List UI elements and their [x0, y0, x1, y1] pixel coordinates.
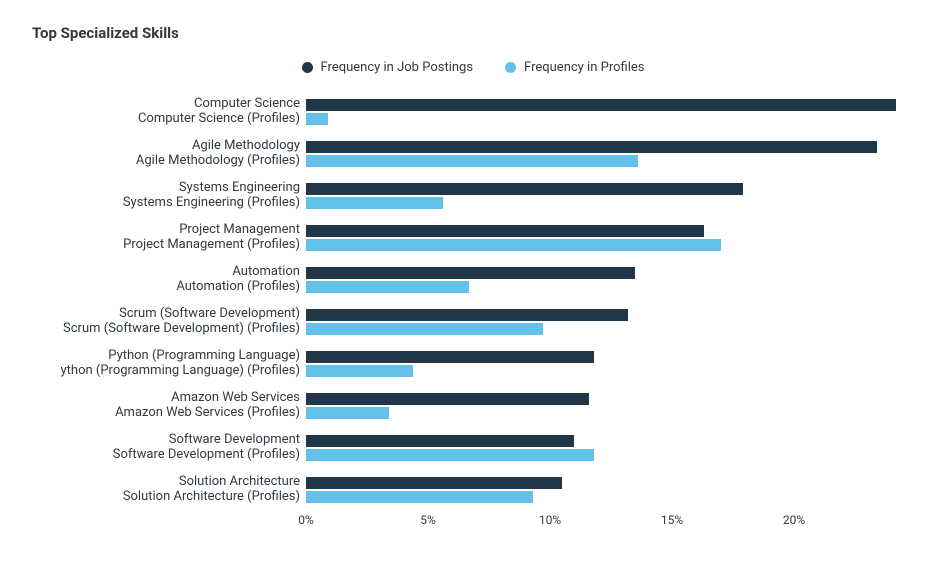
skill-label-profiles: Computer Science (Profiles)	[138, 112, 300, 127]
bar-job-postings[interactable]	[306, 351, 594, 363]
x-axis-tick: 5%	[420, 513, 436, 527]
skill-label-profiles: Automation (Profiles)	[176, 280, 300, 295]
skill-labels: Solution ArchitectureSolution Architectu…	[30, 469, 306, 511]
bar-profiles[interactable]	[306, 113, 328, 125]
plot-area: Computer ScienceComputer Science (Profil…	[30, 91, 916, 551]
bar-job-postings[interactable]	[306, 393, 589, 405]
skill-row: Agile MethodologyAgile Methodology (Prof…	[30, 133, 916, 175]
bar-profiles[interactable]	[306, 323, 543, 335]
bar-job-postings[interactable]	[306, 141, 877, 153]
bar-cell	[306, 133, 916, 175]
bar-job-postings[interactable]	[306, 225, 704, 237]
bar-cell	[306, 175, 916, 217]
skill-label-job-postings: Systems Engineering	[179, 181, 300, 196]
bar-job-postings[interactable]	[306, 477, 562, 489]
legend: Frequency in Job Postings Frequency in P…	[30, 60, 916, 75]
skill-label-profiles: ython (Programming Language) (Profiles)	[61, 364, 300, 379]
skill-labels: Computer ScienceComputer Science (Profil…	[30, 91, 306, 133]
skill-label-profiles: Software Development (Profiles)	[113, 448, 300, 463]
skill-label-job-postings: Software Development	[169, 433, 300, 448]
bar-cell	[306, 427, 916, 469]
bar-profiles[interactable]	[306, 407, 389, 419]
skill-row: Software DevelopmentSoftware Development…	[30, 427, 916, 469]
legend-swatch-job-postings	[302, 62, 313, 73]
legend-label-profiles: Frequency in Profiles	[524, 60, 644, 75]
x-axis-tick: 10%	[539, 513, 561, 527]
bar-job-postings[interactable]	[306, 99, 896, 111]
skill-label-profiles: Agile Methodology (Profiles)	[136, 154, 300, 169]
bar-profiles[interactable]	[306, 197, 443, 209]
skill-label-profiles: Systems Engineering (Profiles)	[123, 196, 300, 211]
bar-cell	[306, 91, 916, 133]
x-axis-tick: 20%	[783, 513, 805, 527]
bar-profiles[interactable]	[306, 281, 469, 293]
skill-label-job-postings: Scrum (Software Development)	[119, 307, 300, 322]
skill-labels: Python (Programming Language)ython (Prog…	[30, 343, 306, 385]
skill-label-profiles: Project Management (Profiles)	[123, 238, 300, 253]
bar-profiles[interactable]	[306, 155, 638, 167]
skill-label-profiles: Solution Architecture (Profiles)	[123, 490, 300, 505]
skill-labels: Agile MethodologyAgile Methodology (Prof…	[30, 133, 306, 175]
skill-label-job-postings: Computer Science	[194, 97, 300, 112]
skill-label-job-postings: Agile Methodology	[192, 139, 300, 154]
skill-label-job-postings: Project Management	[179, 223, 300, 238]
bar-profiles[interactable]	[306, 449, 594, 461]
bar-cell	[306, 301, 916, 343]
bar-job-postings[interactable]	[306, 309, 628, 321]
x-axis-tick: 0%	[298, 513, 314, 527]
skill-row: Solution ArchitectureSolution Architectu…	[30, 469, 916, 511]
skill-labels: Amazon Web ServicesAmazon Web Services (…	[30, 385, 306, 427]
bar-profiles[interactable]	[306, 239, 721, 251]
bar-profiles[interactable]	[306, 365, 413, 377]
skill-label-job-postings: Automation	[232, 265, 300, 280]
bar-profiles[interactable]	[306, 491, 533, 503]
x-axis-tick: 15%	[661, 513, 683, 527]
bar-groups: Computer ScienceComputer Science (Profil…	[30, 91, 916, 511]
bar-cell	[306, 469, 916, 511]
chart-title: Top Specialized Skills	[32, 24, 916, 42]
skill-row: Python (Programming Language)ython (Prog…	[30, 343, 916, 385]
bar-cell	[306, 217, 916, 259]
bar-cell	[306, 259, 916, 301]
skill-label-job-postings: Solution Architecture	[179, 475, 300, 490]
legend-item-job-postings[interactable]: Frequency in Job Postings	[302, 60, 474, 75]
legend-item-profiles[interactable]: Frequency in Profiles	[505, 60, 644, 75]
skill-row: AutomationAutomation (Profiles)	[30, 259, 916, 301]
skill-row: Computer ScienceComputer Science (Profil…	[30, 91, 916, 133]
skill-labels: AutomationAutomation (Profiles)	[30, 259, 306, 301]
x-axis: 0%5%10%15%20%	[306, 511, 916, 535]
skill-row: Amazon Web ServicesAmazon Web Services (…	[30, 385, 916, 427]
bar-job-postings[interactable]	[306, 183, 743, 195]
skill-label-profiles: Amazon Web Services (Profiles)	[115, 406, 300, 421]
skill-labels: Scrum (Software Development)Scrum (Softw…	[30, 301, 306, 343]
bar-cell	[306, 385, 916, 427]
skill-row: Project ManagementProject Management (Pr…	[30, 217, 916, 259]
bar-job-postings[interactable]	[306, 435, 574, 447]
skill-label-job-postings: Amazon Web Services	[171, 391, 300, 406]
chart-container: Top Specialized Skills Frequency in Job …	[0, 0, 946, 579]
skill-label-job-postings: Python (Programming Language)	[108, 349, 300, 364]
skill-row: Scrum (Software Development)Scrum (Softw…	[30, 301, 916, 343]
skill-labels: Software DevelopmentSoftware Development…	[30, 427, 306, 469]
skill-row: Systems EngineeringSystems Engineering (…	[30, 175, 916, 217]
bar-job-postings[interactable]	[306, 267, 635, 279]
legend-label-job-postings: Frequency in Job Postings	[321, 60, 474, 75]
skill-labels: Project ManagementProject Management (Pr…	[30, 217, 306, 259]
bar-cell	[306, 343, 916, 385]
skill-labels: Systems EngineeringSystems Engineering (…	[30, 175, 306, 217]
skill-label-profiles: Scrum (Software Development) (Profiles)	[63, 322, 300, 337]
legend-swatch-profiles	[505, 62, 516, 73]
